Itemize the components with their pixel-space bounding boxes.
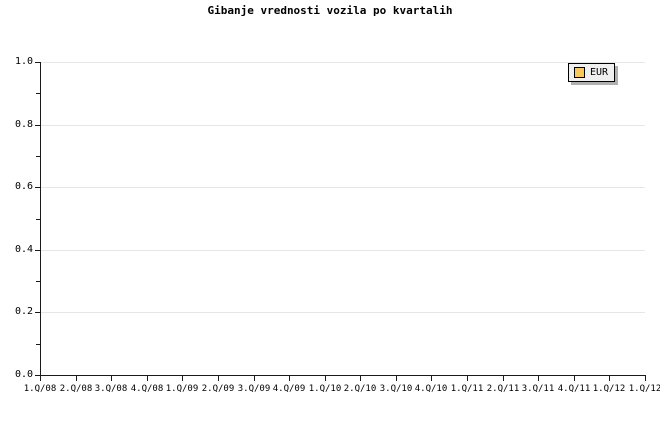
x-axis-tick-label: 2.Q/08 (59, 384, 93, 394)
gridline (40, 124, 645, 126)
y-axis-tick-label: 0.6 (14, 181, 33, 193)
x-axis-tick-label: 2.Q/10 (343, 384, 377, 394)
x-axis-tick-label: 3.Q/09 (237, 384, 271, 394)
gridline (40, 312, 645, 314)
x-axis-tick-label: 1.Q/08 (23, 384, 57, 394)
x-axis-tick (609, 376, 610, 381)
y-axis-tick-label: 0.2 (14, 306, 33, 318)
y-axis-minor-tick (36, 155, 40, 157)
x-axis-tick (76, 376, 77, 381)
x-axis-tick (538, 376, 539, 381)
x-axis-tick (396, 376, 397, 381)
x-axis-line (40, 375, 646, 376)
chart-title: Gibanje vrednosti vozila po kvartalih (207, 4, 453, 17)
x-axis-tick-label: 3.Q/10 (379, 384, 413, 394)
x-axis-tick-label: 1.Q/12 (592, 384, 626, 394)
y-axis-line (40, 62, 41, 376)
x-axis-tick-label: 1.Q/12 (628, 384, 660, 394)
x-axis-tick (503, 376, 504, 381)
y-axis-minor-tick (36, 343, 40, 345)
y-axis-tick (35, 124, 40, 126)
chart-legend[interactable]: EUR (568, 63, 616, 82)
y-axis-tick (35, 312, 40, 314)
y-axis-tick-label: 0.8 (14, 118, 33, 130)
x-axis-tick (431, 376, 432, 381)
gridline (40, 249, 645, 251)
x-axis-tick (325, 376, 326, 381)
x-axis-tick (147, 376, 148, 381)
x-axis-tick (40, 376, 41, 381)
x-axis-tick (289, 376, 290, 381)
y-axis-minor-tick (36, 281, 40, 283)
gridline (40, 62, 645, 63)
y-axis-tick (35, 375, 40, 376)
x-axis-tick (467, 376, 468, 381)
legend-swatch-eur (574, 67, 585, 78)
x-axis-tick-label: 1.Q/10 (308, 384, 342, 394)
x-axis-tick-label: 3.Q/08 (94, 384, 128, 394)
y-axis-tick-label: 1.0 (14, 56, 33, 67)
x-axis-tick (218, 376, 219, 381)
x-axis-tick (254, 376, 255, 381)
y-axis-minor-tick (36, 93, 40, 95)
x-axis-tick-label: 1.Q/09 (165, 384, 199, 394)
y-axis-minor-tick (36, 218, 40, 220)
x-axis-tick-label: 3.Q/11 (521, 384, 555, 394)
plot-area (40, 62, 645, 375)
x-axis-tick-label: 1.Q/11 (450, 384, 484, 394)
y-axis-tick-label: 0.4 (14, 243, 33, 255)
x-axis-tick (574, 376, 575, 381)
x-axis-tick-label: 4.Q/09 (272, 384, 306, 394)
x-axis-tick-label: 2.Q/11 (486, 384, 520, 394)
x-axis-tick (111, 376, 112, 381)
y-axis-labels: 0.0 0.2 0.4 0.6 0.8 1.0 (0, 0, 33, 440)
x-axis-tick (645, 376, 646, 381)
y-axis-tick-label: 0.0 (14, 369, 33, 380)
x-axis-tick-label: 4.Q/08 (130, 384, 164, 394)
x-axis-tick (360, 376, 361, 381)
y-axis-tick (35, 249, 40, 251)
gridline (40, 187, 645, 189)
x-axis-tick-label: 2.Q/09 (201, 384, 235, 394)
y-axis-tick (35, 62, 40, 63)
x-axis-tick-label: 4.Q/10 (414, 384, 448, 394)
x-axis-tick (182, 376, 183, 381)
legend-label: EUR (590, 67, 609, 78)
x-axis-tick-label: 4.Q/11 (557, 384, 591, 394)
y-axis-tick (35, 187, 40, 189)
